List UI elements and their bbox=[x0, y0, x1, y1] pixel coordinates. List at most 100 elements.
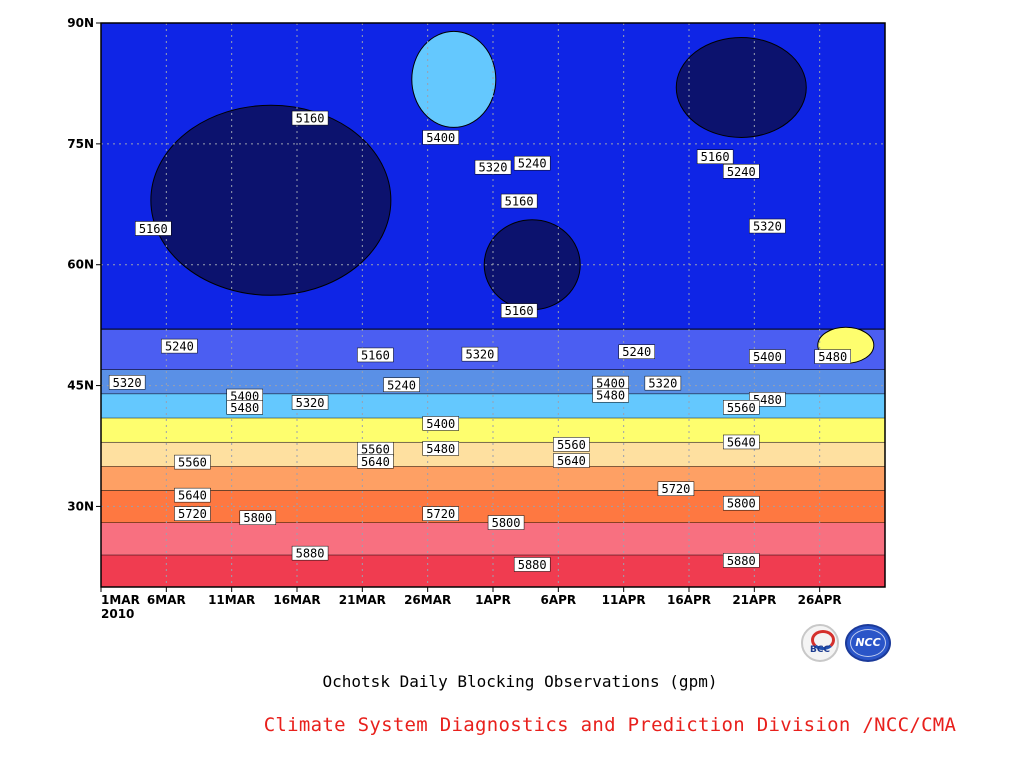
contour-label: 5480 bbox=[422, 441, 459, 456]
contour-label-box bbox=[657, 481, 695, 496]
contour-label-value: 5560 bbox=[557, 438, 586, 452]
contour-label-value: 5160 bbox=[505, 304, 534, 318]
contour-label: 5400 bbox=[592, 375, 629, 391]
x-tick-label: 16MAR bbox=[273, 593, 320, 607]
contour-label-box bbox=[422, 506, 459, 521]
contour-label: 5160 bbox=[357, 347, 394, 363]
contour-label-box bbox=[749, 349, 786, 364]
x-tick-label: 16APR bbox=[667, 593, 711, 607]
contour-label-value: 5400 bbox=[426, 131, 455, 145]
contour-label-value: 5800 bbox=[492, 516, 521, 530]
contour-label: 5400 bbox=[422, 130, 459, 145]
y-tick-label: 90N bbox=[67, 16, 94, 30]
contour-label-value: 5480 bbox=[426, 442, 455, 456]
contour-label: 5160 bbox=[500, 193, 538, 209]
contour-label-box bbox=[513, 155, 551, 171]
contour-label-box bbox=[592, 387, 629, 403]
contour-label: 5240 bbox=[618, 344, 655, 359]
contour-label: 5480 bbox=[592, 387, 629, 403]
contour-label-value: 5880 bbox=[518, 558, 547, 572]
contour-label-value: 5160 bbox=[701, 150, 730, 164]
contour-label: 5640 bbox=[723, 434, 760, 449]
contour-label-box bbox=[814, 349, 851, 364]
contour-label-value: 5720 bbox=[178, 507, 207, 521]
x-tick-label: 21MAR bbox=[339, 593, 386, 607]
contour-label: 5160 bbox=[696, 149, 734, 164]
contour-label: 5720 bbox=[422, 506, 459, 521]
chart-caption: Ochotsk Daily Blocking Observations (gpm… bbox=[322, 672, 718, 691]
contour-label-value: 5720 bbox=[661, 482, 690, 496]
contour-label-value: 5320 bbox=[753, 220, 782, 234]
x-tick-label: 1MAR bbox=[101, 593, 140, 607]
contour-label-value: 5480 bbox=[230, 401, 259, 415]
contour-label: 5880 bbox=[291, 545, 329, 561]
contour-label-value: 5400 bbox=[753, 350, 782, 364]
contour-label-box bbox=[487, 515, 525, 530]
contour-label-value: 5400 bbox=[230, 390, 259, 404]
y-tick-label: 75N bbox=[67, 137, 94, 151]
y-tick-label: 60N bbox=[67, 258, 94, 272]
contour-label-value: 5480 bbox=[753, 393, 782, 407]
contour-label: 5320 bbox=[108, 375, 146, 390]
contour-label-value: 5160 bbox=[139, 222, 168, 236]
contour-cell-2 bbox=[675, 36, 807, 138]
x-tick-label: 1APR bbox=[475, 593, 511, 607]
contour-label: 5560 bbox=[723, 400, 760, 415]
contour-label: 5800 bbox=[487, 515, 525, 530]
contour-label-value: 5640 bbox=[557, 454, 586, 468]
contour-label-value: 5720 bbox=[426, 507, 455, 521]
contour-label-box bbox=[474, 159, 512, 175]
contour-label-value: 5320 bbox=[479, 161, 508, 175]
bcc-logo-text: BCC bbox=[809, 645, 831, 655]
ncc-logo-text: NCC bbox=[855, 636, 881, 649]
contour-label-value: 5320 bbox=[113, 376, 142, 390]
contour-label: 5160 bbox=[135, 221, 172, 236]
contour-label-box bbox=[696, 149, 734, 164]
contour-label: 5320 bbox=[749, 218, 786, 234]
globe-icon bbox=[850, 629, 886, 657]
contour-label: 5400 bbox=[422, 416, 459, 431]
contour-label-box bbox=[174, 487, 211, 503]
contour-label-box bbox=[291, 545, 329, 561]
contour-label: 5480 bbox=[226, 400, 263, 415]
contour-label: 5800 bbox=[723, 495, 760, 511]
contour-label-box bbox=[723, 400, 760, 415]
contour-cell-0 bbox=[150, 104, 392, 296]
axes: 1MAR 6MAR 11MAR 16MAR 21MAR 26MAR 1APR 6APR 11AP… bbox=[67, 16, 841, 621]
contour-label-value: 5240 bbox=[622, 345, 651, 359]
contour-label-value: 5800 bbox=[243, 511, 272, 525]
contour-label: 5880 bbox=[723, 553, 760, 568]
contour-label-box bbox=[513, 557, 551, 572]
contour-label-value: 5800 bbox=[727, 497, 756, 511]
contour-label-value: 5560 bbox=[361, 443, 390, 457]
contour-label: 5240 bbox=[723, 164, 760, 179]
contour-label: 5480 bbox=[749, 392, 786, 407]
contour-label-value: 5240 bbox=[387, 378, 416, 392]
organization-caption: Climate System Diagnostics and Predictio… bbox=[263, 714, 957, 736]
contour-label-box bbox=[644, 375, 682, 391]
contour-label: 5160 bbox=[500, 303, 538, 318]
x-year-label: 2010 bbox=[101, 607, 134, 621]
contour-label: 5320 bbox=[644, 375, 682, 391]
contour-label: 5400 bbox=[226, 388, 263, 404]
contour-label-box bbox=[723, 164, 760, 179]
bcc-swirl-icon bbox=[811, 630, 835, 650]
contour-label: 5160 bbox=[291, 110, 329, 126]
contour-label-box bbox=[500, 303, 538, 318]
contour-label-value: 5160 bbox=[505, 195, 534, 209]
contour-label-value: 5480 bbox=[596, 389, 625, 403]
contour-label-value: 5560 bbox=[178, 456, 207, 470]
contour-label: 5880 bbox=[513, 557, 551, 572]
contour-label: 5400 bbox=[749, 349, 786, 364]
contour-label: 5800 bbox=[239, 510, 277, 525]
contour-label-box bbox=[357, 347, 394, 363]
contour-label-value: 5480 bbox=[818, 350, 847, 364]
contour-label-box bbox=[161, 338, 198, 354]
contour-cell-3 bbox=[411, 30, 497, 128]
contour-label-value: 5240 bbox=[727, 165, 756, 179]
contour-label-value: 5160 bbox=[296, 112, 325, 126]
x-tick-label: 6MAR bbox=[147, 593, 186, 607]
contour-label-value: 5320 bbox=[648, 377, 677, 391]
